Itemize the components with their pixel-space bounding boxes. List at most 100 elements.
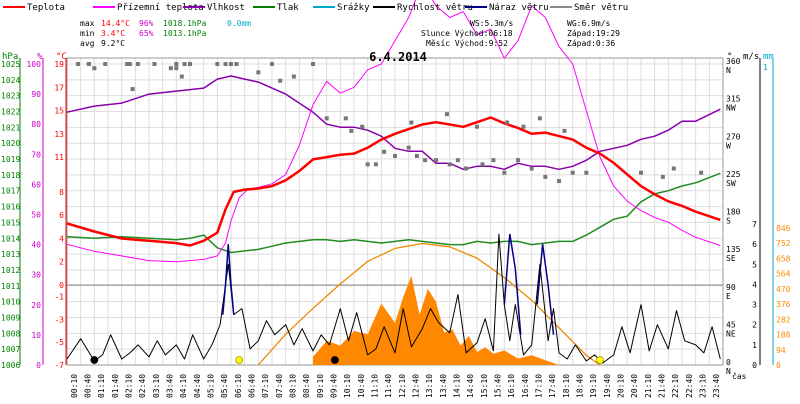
wind-direction-point (671, 166, 676, 171)
wind-direction-point (639, 170, 643, 175)
tick-time: 08:10 (289, 374, 298, 398)
wind-direction-point (521, 124, 526, 129)
tick-humidity: 100 (27, 60, 42, 69)
tick-wind-dir-label: NE (726, 329, 736, 338)
tick-temp: -1 (54, 292, 64, 301)
tick-wind-ms: 7 (752, 220, 757, 229)
wind-direction-point (570, 170, 575, 175)
wind-direction-point (86, 62, 91, 66)
tick-humidity: 70 (31, 150, 41, 159)
tick-time: 03:40 (166, 374, 175, 398)
stat-wg: WG:6.9m/s (567, 19, 611, 28)
axis-label-rain: mm (763, 52, 774, 62)
tick-time: 16:10 (507, 374, 516, 398)
wind-direction-point (179, 74, 184, 79)
wind-direction-point (127, 62, 132, 66)
tick-wind-ms: 1 (752, 341, 757, 350)
series-wind-gust (227, 244, 232, 285)
tick-hpa: 1012 (1, 266, 20, 275)
stat-avg-label: avg (80, 39, 95, 48)
tick-humidity: 90 (31, 90, 41, 99)
tick-wind-dir: 315 (726, 95, 741, 104)
tick-humidity: 0 (36, 361, 41, 370)
tick-hpa: 1018 (1, 171, 20, 180)
tick-time: 06:40 (248, 374, 257, 398)
tick-time: 06:10 (234, 374, 243, 398)
tick-hpa: 1008 (1, 329, 20, 338)
tick-temp: -3 (54, 315, 64, 324)
tick-time: 00:10 (70, 374, 79, 398)
tick-time: 15:10 (480, 374, 489, 398)
stat-max-temp: 14.4°C (101, 19, 130, 28)
tick-wind-dir: 225 (726, 170, 741, 179)
tick-solar: 282 (776, 315, 791, 324)
wind-direction-point (168, 66, 173, 71)
tick-wind-dir-label: N (726, 367, 731, 376)
moon-marker (90, 356, 99, 364)
stat-moon-rise: Měsíc Východ:9:52 (426, 39, 508, 48)
stat-min-temp: 3.4°C (101, 29, 125, 38)
stat-min-hum: 65% (139, 29, 154, 38)
wind-direction-point (434, 158, 438, 163)
tick-wind-ms: 5 (752, 260, 757, 269)
tick-wind-dir-label: SW (726, 179, 736, 188)
wind-direction-point (291, 74, 296, 79)
tick-time: 12:40 (412, 374, 421, 398)
series-wind-gust (509, 233, 517, 269)
wind-direction-point (529, 166, 534, 171)
legend-label-tlak: Tlak (277, 3, 299, 13)
tick-temp: 19 (54, 60, 64, 69)
series-wind-speed (66, 233, 721, 364)
series-temperature (66, 116, 721, 247)
tick-time: 01:40 (111, 374, 120, 398)
tick-time: 00:40 (84, 374, 93, 398)
wind-direction-point (423, 158, 428, 163)
tick-time: 22:40 (685, 374, 694, 398)
tick-time: 23:40 (712, 374, 721, 398)
series-wind-gust (222, 284, 227, 315)
tick-wind-dir-label: E (726, 292, 731, 301)
axis-label-wind-dir: ° (727, 52, 732, 62)
tick-temp: 4 (59, 234, 64, 243)
series-wind-gust (536, 244, 544, 305)
solar-radiation-layer (257, 242, 601, 366)
series-wind-gust (514, 268, 522, 335)
stat-min-press: 1013.1hPa (163, 29, 207, 38)
series-wind-gust (541, 244, 549, 285)
wind-direction-point (393, 153, 397, 158)
wind-direction-point (270, 62, 274, 66)
tick-hpa: 1020 (1, 139, 20, 148)
tick-solar: 658 (776, 254, 791, 263)
tick-humidity: 60 (31, 180, 41, 189)
tick-solar: 94 (776, 346, 786, 355)
tick-wind-dir-label: S (726, 217, 731, 226)
tick-hpa: 1016 (1, 203, 20, 212)
tick-hpa: 1021 (1, 123, 20, 132)
wind-direction-point (188, 62, 192, 66)
tick-time: 03:10 (152, 374, 161, 398)
tick-time: 09:40 (330, 374, 339, 398)
tick-temp: 13 (54, 130, 64, 139)
wind-direction-point (174, 62, 179, 66)
tick-temp: 6 (59, 211, 64, 220)
tick-hpa: 1007 (1, 345, 20, 354)
tick-wind-dir: 0 (726, 358, 731, 367)
wind-direction-point (557, 179, 561, 184)
series-pressure (66, 172, 721, 254)
tick-temp: 8 (59, 188, 64, 197)
axes: 1006100710081009101010111012101310141015… (1, 57, 791, 398)
tick-time: 17:10 (535, 374, 544, 398)
wind-direction-point (343, 116, 348, 121)
tick-time: 05:40 (220, 374, 229, 398)
wind-direction-point (234, 62, 239, 66)
axis-label-wind-ms: m/s (743, 52, 759, 62)
stat-avg-temp: 9.2°C (101, 39, 125, 48)
tick-time: 01:10 (97, 374, 106, 398)
tick-temp: -5 (54, 338, 64, 347)
tick-time: 13:10 (425, 374, 434, 398)
wind-direction-point (103, 62, 108, 66)
tick-wind-ms: 0 (752, 361, 757, 370)
wind-direction-point (382, 149, 387, 154)
wind-direction-point (502, 170, 507, 175)
sun-moon-markers (90, 356, 604, 364)
